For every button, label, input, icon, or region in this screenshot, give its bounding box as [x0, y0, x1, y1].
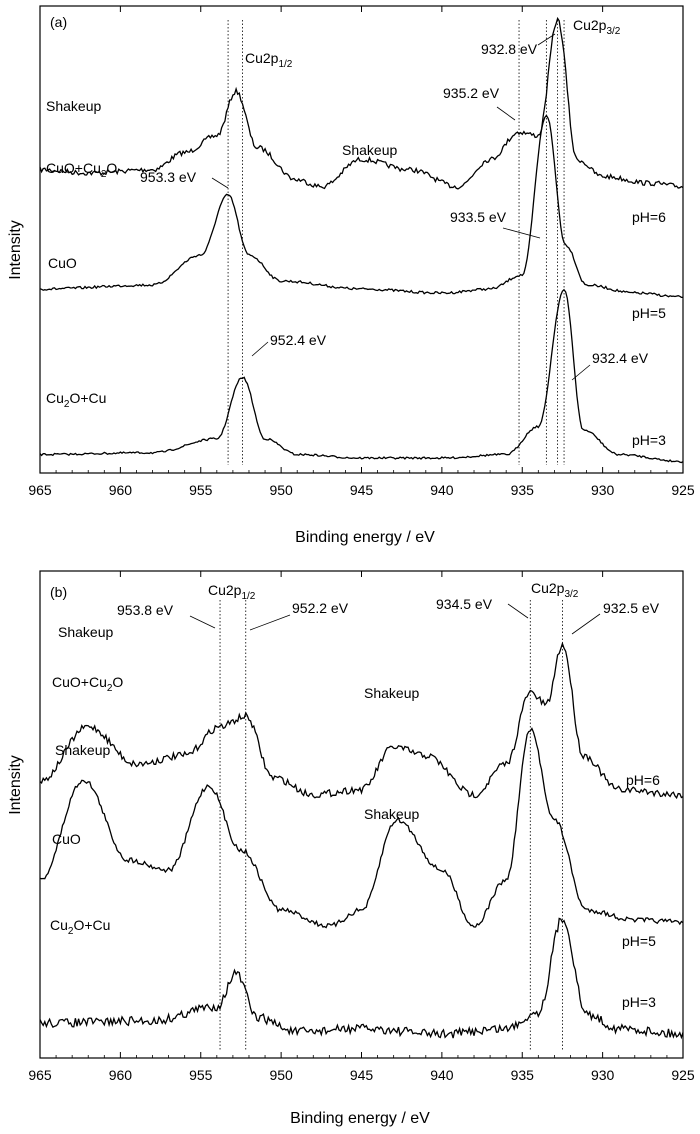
- x-tick-label: 945: [350, 482, 374, 498]
- arrow-952-2-b: [249, 614, 291, 631]
- arrow-933-5-a: [502, 227, 541, 239]
- peak-label-cu2p32-a: Cu2p3/2: [573, 17, 621, 37]
- panel-a: (a) 965 960 955 950 945 940 935 930 925 Intensit…: [7, 5, 695, 546]
- annotation-952-4-a: 952.4 eV: [270, 332, 327, 348]
- plot-frame-a: [39, 5, 684, 474]
- y-axis-label-a: Intensity: [7, 220, 24, 280]
- plot-frame-b: [39, 570, 684, 1059]
- panel-label-b: (b): [50, 584, 67, 600]
- arrow-934-5-b: [507, 603, 529, 619]
- arrow-953-8-b: [189, 615, 216, 629]
- series-name-ph3-b: pH=3: [622, 994, 656, 1010]
- arrow-935-2-a: [496, 106, 516, 121]
- series-left-label-ph6-a: Shakeup: [46, 98, 101, 114]
- x-ticks-b: 965 960 955 950 945 940 935 930 925: [28, 571, 695, 1083]
- annotation-shakeup-b1: Shakeup: [364, 685, 419, 701]
- series-name-ph5-a: pH=5: [632, 305, 666, 321]
- x-tick-label: 930: [591, 482, 615, 498]
- series-left-label-ph6-b: Shakeup: [58, 624, 113, 640]
- spectrum-line: [39, 288, 684, 464]
- arrow-932-8-a: [537, 33, 556, 46]
- annotation-934-5-b: 934.5 eV: [436, 596, 493, 612]
- x-tick-label: 935: [511, 482, 535, 498]
- x-tick-label: 930: [591, 1067, 615, 1083]
- peak-label-cu2p12-b: Cu2p1/2: [208, 582, 256, 602]
- series-left-label-ph5-b: Shakeup: [55, 742, 110, 758]
- peak-label-cu2p32-b: Cu2p3/2: [531, 580, 579, 600]
- spectra-b: [39, 641, 684, 1040]
- reference-lines-a: [227, 20, 565, 465]
- x-tick-label: 960: [109, 1067, 133, 1083]
- panel-b: (b) 965 960 955 950 945 940 935 930 925 Intensit…: [7, 570, 695, 1127]
- x-tick-label: 925: [671, 1067, 695, 1083]
- y-axis-label-b: Intensity: [7, 755, 24, 815]
- x-tick-label: 950: [269, 1067, 293, 1083]
- arrow-952-4-a: [251, 341, 269, 357]
- x-tick-label: 965: [28, 1067, 52, 1083]
- series-composition-ph3-b: Cu2O+Cu: [50, 917, 110, 937]
- x-tick-label: 925: [671, 482, 695, 498]
- annotation-933-5-a: 933.5 eV: [450, 209, 507, 225]
- x-tick-label: 940: [430, 482, 454, 498]
- reference-lines-b: [219, 600, 563, 1050]
- annotation-953-8-b: 953.8 eV: [117, 602, 174, 618]
- annotation-935-2-a: 935.2 eV: [443, 85, 500, 101]
- spectrum-line: [39, 917, 684, 1040]
- annotation-shakeup-b2: Shakeup: [364, 806, 419, 822]
- series-name-ph6-b: pH=6: [626, 772, 660, 788]
- spectrum-line: [39, 727, 684, 929]
- spectrum-line: [39, 641, 684, 800]
- series-name-ph6-a: pH=6: [632, 209, 666, 225]
- series-composition-ph6-a: CuO+Cu2O: [46, 160, 117, 180]
- annotation-932-8-a: 932.8 eV: [481, 41, 538, 57]
- arrow-953-3-a: [211, 177, 229, 189]
- series-name-ph5-b: pH=5: [622, 933, 656, 949]
- annotation-932-5-b: 932.5 eV: [603, 600, 660, 616]
- x-tick-label: 965: [28, 482, 52, 498]
- x-tick-label: 935: [511, 1067, 535, 1083]
- series-composition-ph5-b: CuO: [52, 831, 81, 847]
- x-axis-label-b: Binding energy / eV: [290, 1110, 430, 1127]
- spectrum-line: [39, 114, 684, 299]
- series-composition-ph5-a: CuO: [48, 255, 77, 271]
- series-composition-ph6-b: CuO+Cu2O: [52, 674, 123, 694]
- arrow-932-4-a: [571, 364, 591, 381]
- x-ticks-a: 965 960 955 950 945 940 935 930 925: [28, 6, 695, 498]
- panel-label-a: (a): [50, 14, 67, 30]
- spectrum-line: [39, 16, 684, 190]
- series-name-ph3-a: pH=3: [632, 432, 666, 448]
- annotation-932-4-a: 932.4 eV: [592, 350, 649, 366]
- x-tick-label: 960: [109, 482, 133, 498]
- x-axis-label-a: Binding energy / eV: [295, 529, 435, 546]
- annotation-shakeup-a: Shakeup: [342, 142, 397, 158]
- x-tick-label: 955: [189, 1067, 213, 1083]
- spectra-a: [39, 16, 684, 464]
- peak-label-cu2p12-a: Cu2p1/2: [245, 50, 293, 70]
- series-composition-ph3-a: Cu2O+Cu: [46, 390, 106, 410]
- x-tick-label: 945: [350, 1067, 374, 1083]
- arrow-932-5-b: [571, 613, 601, 635]
- x-tick-label: 940: [430, 1067, 454, 1083]
- annotation-952-2-b: 952.2 eV: [292, 600, 349, 616]
- annotation-953-3-a: 953.3 eV: [140, 169, 197, 185]
- x-tick-label: 955: [189, 482, 213, 498]
- x-tick-label: 950: [269, 482, 293, 498]
